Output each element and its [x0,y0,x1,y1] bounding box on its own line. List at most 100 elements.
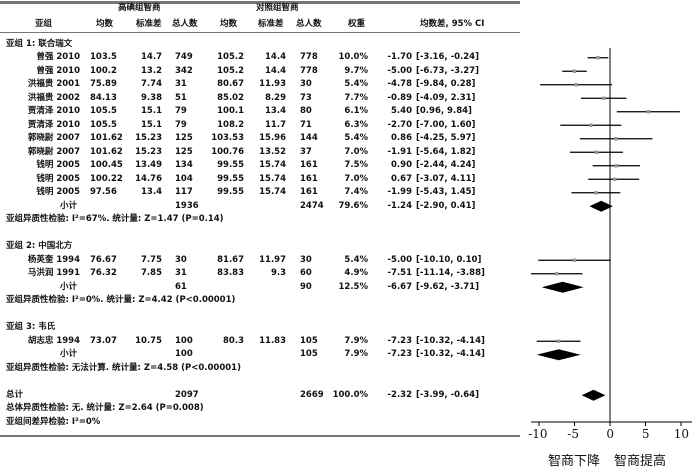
exp-total: 30 [175,254,187,265]
study-name: 洪福贵 2002 [27,92,80,103]
point-estimate [646,110,651,114]
point-estimate [574,83,578,87]
group-row: 亚组 1: 联合瑞文 [0,38,520,52]
exp-total: 125 [175,146,193,157]
exp-mean: 97.56 [90,187,117,197]
exp-total: 749 [175,52,193,62]
study-row: 杨英奎 1994 76.67 7.75 81.67 11.97 30 30 5.4% -5.00… [0,254,520,268]
subtotal-row: 小计 61 90 12.5% -6.67 [-9.62, -3.71] [0,281,520,295]
exp-mean: 100.45 [90,160,123,170]
summary-diamond [589,200,613,212]
header-rule [0,32,520,33]
weight: 7.7% [344,92,368,103]
study-name: 贾清泽 2010 [27,119,80,130]
x-tick-label: 0 [606,427,615,441]
subtotal-label: 小计 [60,200,78,211]
exp-sd: 15.1 [141,119,162,130]
exp-total: 125 [175,133,193,143]
exp-mean: 105.5 [90,106,117,116]
weight: 100.0% [332,389,368,400]
study-row: 马洪润 1991 76.32 7.85 83.83 9.3 31 60 4.9% -7.51 [-… [0,267,520,281]
ctrl-total: 80 [300,106,312,116]
ctrl-mean: 80.3 [223,335,244,346]
confidence-interval: [-4.25, 5.97] [416,133,476,143]
ctrl-mean: 81.67 [217,254,244,265]
ctrl-sd: 15.74 [259,187,286,197]
effect-estimate: 0.86 [391,133,412,143]
ctrl-mean: 85.02 [217,92,244,103]
exp-sd: 14.7 [141,52,162,62]
exp-mean: 84.13 [90,92,117,103]
weight: 9.7% [344,65,368,76]
study-row: 曾强 2010 103.5 14.7 105.2 14.4 749 778 10.0% -1.7… [0,51,520,65]
confidence-interval: [-5.43, 1.45] [416,187,476,197]
study-row: 曾强 2010 100.2 13.2 105.2 14.4 342 778 9.7% -5.00… [0,65,520,79]
exp-sd: 14.76 [135,173,162,184]
study-row: 贾清泽 2010 105.5 15.1 108.2 11.7 79 71 6.3% -2.70[… [0,119,520,133]
exp-mean: 75.89 [90,79,117,89]
exp-total: 1936 [175,200,199,211]
exp-total: 100 [175,349,193,359]
ctrl-total: 2474 [300,200,324,211]
confidence-interval: [-3.16, -0.24] [416,52,479,62]
het-row: 亚组间差异检验: I²=0% [0,416,520,430]
ctrl-total: 161 [300,173,318,184]
exp-mean: 73.07 [90,335,117,346]
exp-total: 134 [175,160,193,170]
header-exp-mean: 均数 [96,19,114,29]
ctrl-total: 144 [300,133,318,143]
study-row: 洪福贵 2002 84.13 9.38 85.02 8.29 51 73 7.7% -0.89[… [0,92,520,106]
subgroup-title: 亚组 2: 中国北方 [6,241,73,251]
study-name: 胡志忠 1994 [27,335,80,346]
ctrl-total: 778 [300,52,318,62]
effect-estimate: -1.24 [387,200,413,211]
ctrl-total: 105 [300,335,318,346]
exp-sd: 7.74 [141,79,162,89]
exp-mean: 103.5 [90,52,117,62]
study-row: 胡志忠 1994 73.07 10.75 80.3 11.83 100 105 7.9% -7.… [0,335,520,349]
exp-total: 31 [175,79,187,89]
total-label: 总计 [6,389,24,400]
effect-estimate: -0.89 [387,92,413,103]
ctrl-sd: 15.74 [259,173,286,184]
ctrl-sd: 11.7 [265,119,286,130]
bottom-rule [0,435,520,437]
ctrl-total: 2669 [300,389,324,400]
total-row: 总计 2097 2669 100.0% -2.32 [-3.99, -0.64] [0,389,520,403]
study-row: 钱明 2005 100.22 14.76 99.55 15.74 104 161 7.0% 0.… [0,173,520,187]
ctrl-total: 37 [300,146,312,157]
confidence-interval: [-10.32, -4.14] [416,349,485,359]
ctrl-mean: 99.55 [217,187,244,197]
exp-sd: 13.2 [141,65,162,76]
confidence-interval: [-4.09, 2.31] [416,92,476,103]
study-name: 钱明 2005 [36,160,80,170]
study-row: 洪福贵 2001 75.89 7.74 80.67 11.93 31 30 5.4% -4.78… [0,78,520,92]
ctrl-sd: 13.52 [259,146,286,157]
confidence-interval: [-3.07, 4.11] [416,173,476,184]
heterogeneity-text: 亚组异质性检验: I²=0%. 统计量: Z=4.42 (P<0.00001) [6,295,236,305]
ctrl-sd: 13.4 [265,106,286,116]
summary-diamond [541,281,584,293]
effect-estimate: -7.51 [387,268,413,278]
confidence-interval: [-10.10, 0.10] [416,254,482,265]
heterogeneity-text: 亚组异质性检验: 无法计算. 统计量: Z=4.58 (P<0.00001) [6,362,241,373]
confidence-interval: [-10.32, -4.14] [416,335,485,346]
ctrl-mean: 100.76 [211,146,244,157]
ctrl-total: 778 [300,65,318,76]
ctrl-total: 90 [300,281,312,292]
effect-estimate: -7.23 [387,335,413,346]
exp-mean: 100.2 [90,65,117,76]
exp-mean: 101.62 [90,146,123,157]
point-estimate [589,123,593,127]
weight: 5.4% [344,254,368,265]
effect-estimate: -5.00 [387,254,413,265]
point-estimate [613,177,617,181]
exp-sd: 10.75 [135,335,162,346]
weight: 7.0% [344,146,368,157]
het-row: 总体异质性检验: 无. 统计量: Z=2.64 (P=0.008) [0,402,520,416]
study-name: 马洪润 1991 [27,268,80,278]
header-exp-group: 高碘组智商 [118,3,161,13]
ctrl-mean: 99.55 [217,160,244,170]
exp-total: 79 [175,106,187,116]
